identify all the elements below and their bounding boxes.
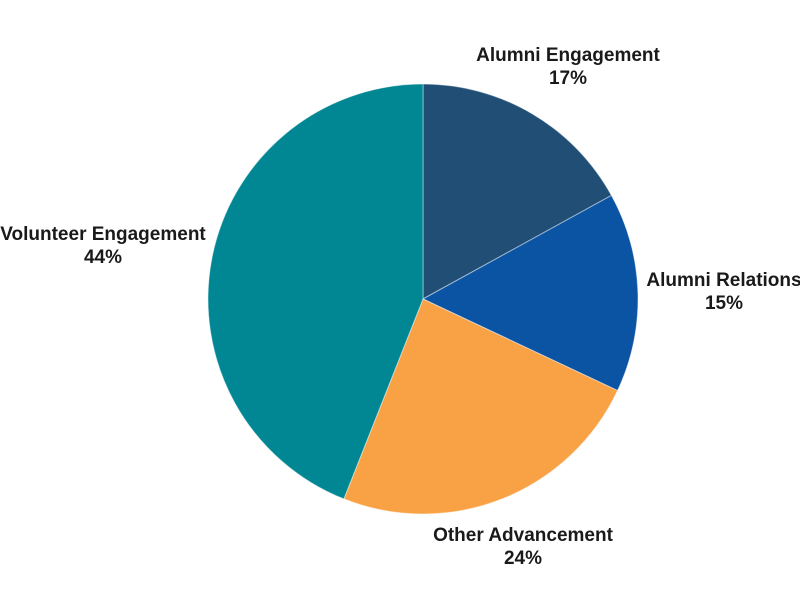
- slice-label-name: Volunteer Engagement: [0, 224, 206, 245]
- pie-slice-alumni-relations: [422, 194, 639, 392]
- slice-label-alumni-relations: Alumni Relations 15%: [646, 269, 800, 315]
- slice-label-name: Alumni Relations: [646, 270, 800, 291]
- slice-label-volunteer-engagement: Volunteer Engagement 44%: [0, 223, 206, 269]
- slice-label-alumni-engagement: Alumni Engagement 17%: [476, 44, 660, 90]
- slice-label-name: Alumni Engagement: [476, 45, 660, 66]
- pie-slice-volunteer-engagement: [207, 83, 424, 500]
- pie-slice-other-advancement: [343, 298, 619, 515]
- slice-label-percent: 15%: [704, 293, 744, 314]
- slice-label-other-advancement: Other Advancement 24%: [433, 524, 613, 570]
- pie-slice-alumni-engagement: [422, 83, 612, 300]
- slice-label-name: Other Advancement: [433, 525, 613, 546]
- slice-label-percent: 24%: [503, 548, 543, 569]
- slice-label-percent: 17%: [548, 68, 588, 89]
- slice-label-percent: 44%: [83, 247, 123, 268]
